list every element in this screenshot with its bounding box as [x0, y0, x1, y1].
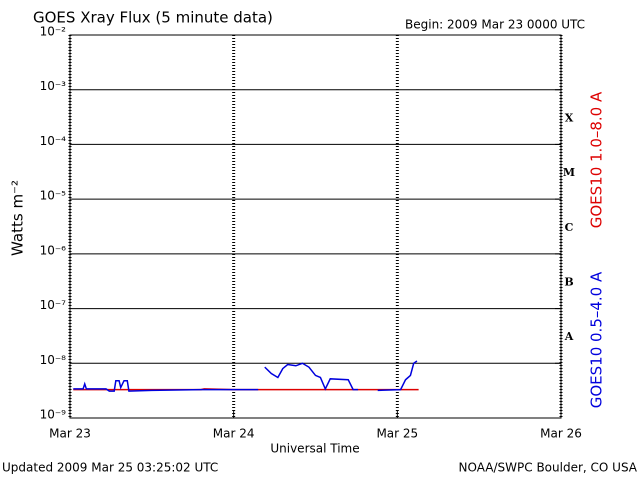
chart-title: GOES Xray Flux (5 minute data)	[33, 9, 273, 27]
series-line	[73, 379, 259, 392]
series-line	[264, 362, 359, 391]
legend-entry: GOES10 0.5–4.0 A	[588, 271, 606, 408]
y-axis-label: Watts m⁻²	[9, 180, 27, 256]
footer-right: NOAA/SWPC Boulder, CO USA	[459, 461, 638, 475]
series-line	[377, 360, 418, 392]
x-tick-label: Mar 25	[376, 427, 418, 441]
plot-frame	[69, 34, 562, 419]
x-tick-label: Mar 24	[213, 427, 255, 441]
flare-class-label: X	[565, 111, 574, 124]
y-tick-label: 10⁻²	[40, 25, 67, 39]
flare-class-label: A	[564, 330, 574, 343]
y-tick-label: 10⁻⁹	[40, 408, 67, 422]
y-tick-label: 10⁻³	[40, 79, 67, 93]
y-tick-label: 10⁻⁷	[40, 298, 67, 312]
footer-left: Updated 2009 Mar 25 03:25:02 UTC	[2, 461, 218, 475]
flare-class-label: M	[563, 166, 575, 179]
y-tick-label: 10⁻⁸	[40, 353, 67, 367]
chart-subtitle: Begin: 2009 Mar 23 0000 UTC	[405, 18, 585, 32]
y-tick-label: 10⁻⁶	[40, 243, 67, 257]
y-tick-label: 10⁻⁵	[40, 189, 67, 203]
x-tick-label: Mar 23	[49, 427, 91, 441]
flare-class-label: C	[565, 221, 574, 234]
flare-class-label: B	[564, 275, 573, 288]
legend-entry: GOES10 1.0–8.0 A	[588, 91, 606, 228]
y-tick-label: 10⁻⁴	[40, 134, 67, 148]
x-axis-label: Universal Time	[270, 442, 359, 456]
x-tick-label: Mar 26	[540, 427, 582, 441]
